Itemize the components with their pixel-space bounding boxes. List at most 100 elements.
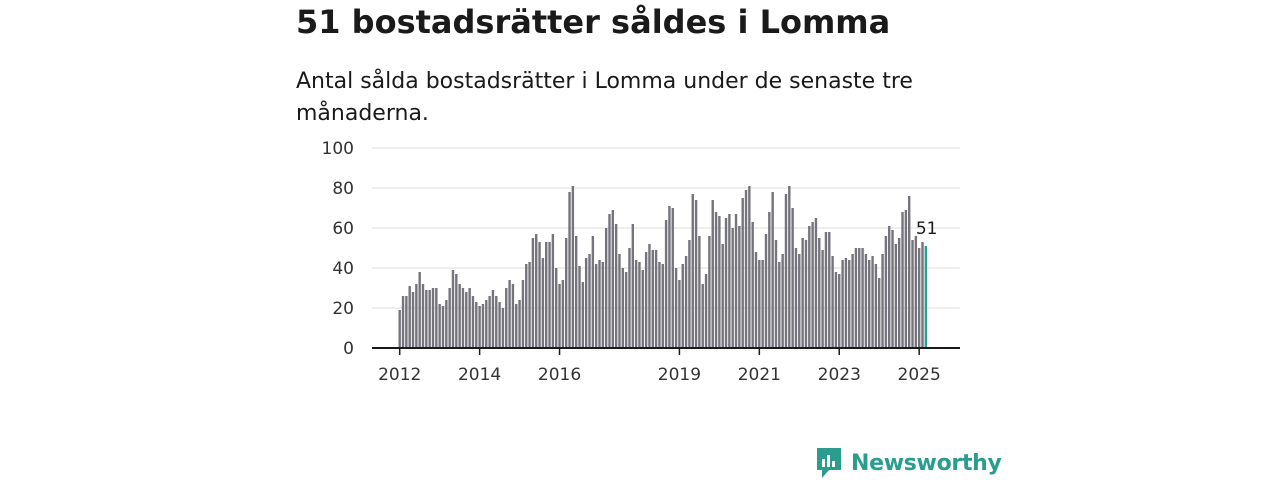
y-tick-label: 40 <box>332 259 354 279</box>
bar <box>521 280 525 348</box>
bar <box>768 212 771 348</box>
bar <box>798 254 801 348</box>
bar <box>641 270 644 348</box>
bar <box>838 274 841 348</box>
bar <box>638 262 641 348</box>
axes <box>372 347 960 355</box>
x-tick-label: 2014 <box>458 365 501 385</box>
bar <box>674 268 678 348</box>
bar <box>565 238 568 348</box>
bar <box>488 296 491 348</box>
bar <box>824 232 828 348</box>
bar <box>491 290 495 348</box>
bar <box>714 212 718 348</box>
bar <box>471 296 475 348</box>
bar <box>671 208 674 348</box>
bar <box>511 284 515 348</box>
bar <box>831 256 834 348</box>
bar <box>688 240 691 348</box>
y-tick-label: 80 <box>332 179 354 199</box>
bar <box>634 260 638 348</box>
bar <box>661 264 664 348</box>
bar <box>498 302 501 348</box>
bar <box>898 238 901 348</box>
bar <box>828 232 831 348</box>
bar <box>721 244 724 348</box>
bar <box>538 242 541 348</box>
y-tick-label: 20 <box>332 299 354 319</box>
bar <box>841 260 844 348</box>
bar <box>631 224 634 348</box>
bar <box>748 186 751 348</box>
brand-logo: Newsworthy <box>815 446 1002 480</box>
bar-chart-bubble-icon <box>817 448 841 478</box>
bar <box>708 236 711 348</box>
bar <box>914 236 918 348</box>
bar <box>455 274 458 348</box>
bar <box>571 186 575 348</box>
bar <box>528 262 531 348</box>
bar <box>545 242 548 348</box>
bar <box>734 214 738 348</box>
bar <box>701 284 704 348</box>
bar <box>594 264 598 348</box>
bar <box>495 296 498 348</box>
bar <box>551 234 555 348</box>
bar <box>411 292 415 348</box>
bar <box>907 196 911 348</box>
bar <box>891 230 894 348</box>
bar <box>441 306 445 348</box>
bar <box>558 284 561 348</box>
bar <box>408 286 411 348</box>
bar <box>764 234 768 348</box>
bar <box>794 248 798 348</box>
bar <box>791 208 794 348</box>
bar <box>731 228 734 348</box>
bar <box>888 226 891 348</box>
bar <box>788 186 791 348</box>
bar <box>658 262 661 348</box>
bar <box>728 214 731 348</box>
bar <box>894 244 898 348</box>
bar <box>917 248 921 348</box>
brand-name: Newsworthy <box>851 450 1002 476</box>
bar <box>874 264 878 348</box>
bar <box>868 260 871 348</box>
bar <box>851 254 854 348</box>
bar <box>801 238 804 348</box>
bar <box>844 258 848 348</box>
bar <box>458 284 461 348</box>
bar <box>744 190 748 348</box>
bar <box>864 254 868 348</box>
bar <box>578 266 581 348</box>
bar <box>628 248 631 348</box>
bar <box>561 280 565 348</box>
y-tick-label: 0 <box>343 339 354 359</box>
bar <box>654 250 658 348</box>
bar <box>548 242 551 348</box>
bar <box>784 194 788 348</box>
bar <box>904 210 908 348</box>
bar <box>438 304 441 348</box>
x-tick-label: 2019 <box>658 365 701 385</box>
x-tick-label: 2021 <box>738 365 781 385</box>
bar <box>431 288 435 348</box>
bar <box>465 292 468 348</box>
bar <box>774 240 778 348</box>
bar <box>448 288 451 348</box>
bar <box>781 254 784 348</box>
bar <box>758 260 761 348</box>
x-tick-label: 2012 <box>378 365 421 385</box>
bar <box>718 216 721 348</box>
bar <box>738 226 741 348</box>
bar <box>591 236 595 348</box>
bar <box>854 248 858 348</box>
bar <box>588 254 591 348</box>
bar-highlight <box>924 246 928 348</box>
bar <box>584 258 588 348</box>
bar <box>541 258 545 348</box>
x-tick-label: 2016 <box>538 365 581 385</box>
bar <box>648 244 651 348</box>
bar <box>468 288 471 348</box>
